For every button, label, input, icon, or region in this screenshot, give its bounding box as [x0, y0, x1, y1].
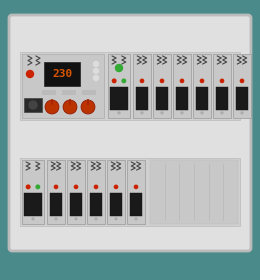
Circle shape — [181, 112, 183, 114]
Circle shape — [220, 79, 224, 83]
Circle shape — [140, 79, 144, 83]
Bar — [62, 90, 76, 95]
Bar — [70, 193, 82, 216]
Circle shape — [135, 218, 137, 220]
Circle shape — [63, 100, 77, 114]
Bar — [24, 193, 42, 216]
Circle shape — [221, 112, 223, 114]
Circle shape — [94, 62, 99, 67]
Bar — [108, 54, 130, 118]
Bar — [136, 87, 148, 110]
Circle shape — [81, 100, 95, 114]
Bar — [153, 54, 171, 118]
Circle shape — [134, 185, 138, 188]
Bar — [193, 54, 211, 118]
Circle shape — [112, 79, 116, 83]
Bar — [127, 160, 145, 224]
FancyBboxPatch shape — [9, 15, 251, 251]
Circle shape — [122, 79, 126, 83]
Circle shape — [55, 218, 57, 220]
Circle shape — [118, 111, 120, 114]
Bar — [50, 193, 62, 216]
Bar — [133, 54, 151, 118]
Bar — [24, 98, 42, 112]
Bar — [107, 160, 125, 224]
Bar — [213, 54, 231, 118]
Circle shape — [241, 112, 243, 114]
Bar — [173, 54, 191, 118]
Circle shape — [115, 64, 122, 71]
Circle shape — [95, 218, 97, 220]
Circle shape — [94, 76, 99, 81]
Bar — [20, 158, 240, 226]
Circle shape — [27, 71, 34, 78]
Circle shape — [94, 69, 99, 74]
Bar — [110, 87, 128, 110]
Circle shape — [32, 218, 34, 220]
Circle shape — [180, 79, 184, 83]
Circle shape — [29, 101, 37, 109]
Bar — [110, 193, 122, 216]
Bar — [67, 160, 85, 224]
Circle shape — [160, 79, 164, 83]
Circle shape — [201, 112, 203, 114]
Circle shape — [27, 185, 30, 189]
Circle shape — [74, 185, 78, 188]
Bar — [233, 54, 251, 118]
Bar — [130, 193, 142, 216]
Bar — [82, 90, 96, 95]
Bar — [20, 52, 240, 120]
Bar — [150, 160, 238, 224]
Circle shape — [75, 218, 77, 220]
Bar — [90, 193, 102, 216]
Circle shape — [45, 100, 59, 114]
Bar — [156, 87, 168, 110]
Bar — [44, 62, 80, 86]
Bar — [196, 87, 208, 110]
Circle shape — [114, 185, 118, 188]
Bar — [47, 160, 65, 224]
Bar — [216, 87, 228, 110]
Bar — [22, 54, 104, 118]
Circle shape — [240, 79, 244, 83]
Bar — [42, 90, 56, 95]
Bar — [22, 160, 44, 224]
Circle shape — [115, 218, 117, 220]
Circle shape — [200, 79, 204, 83]
Circle shape — [141, 112, 143, 114]
Bar — [87, 160, 105, 224]
Bar — [176, 87, 188, 110]
Bar — [236, 87, 248, 110]
Text: 230: 230 — [52, 69, 72, 79]
Circle shape — [36, 185, 40, 189]
Circle shape — [54, 185, 58, 188]
Circle shape — [94, 185, 98, 188]
Circle shape — [161, 112, 163, 114]
